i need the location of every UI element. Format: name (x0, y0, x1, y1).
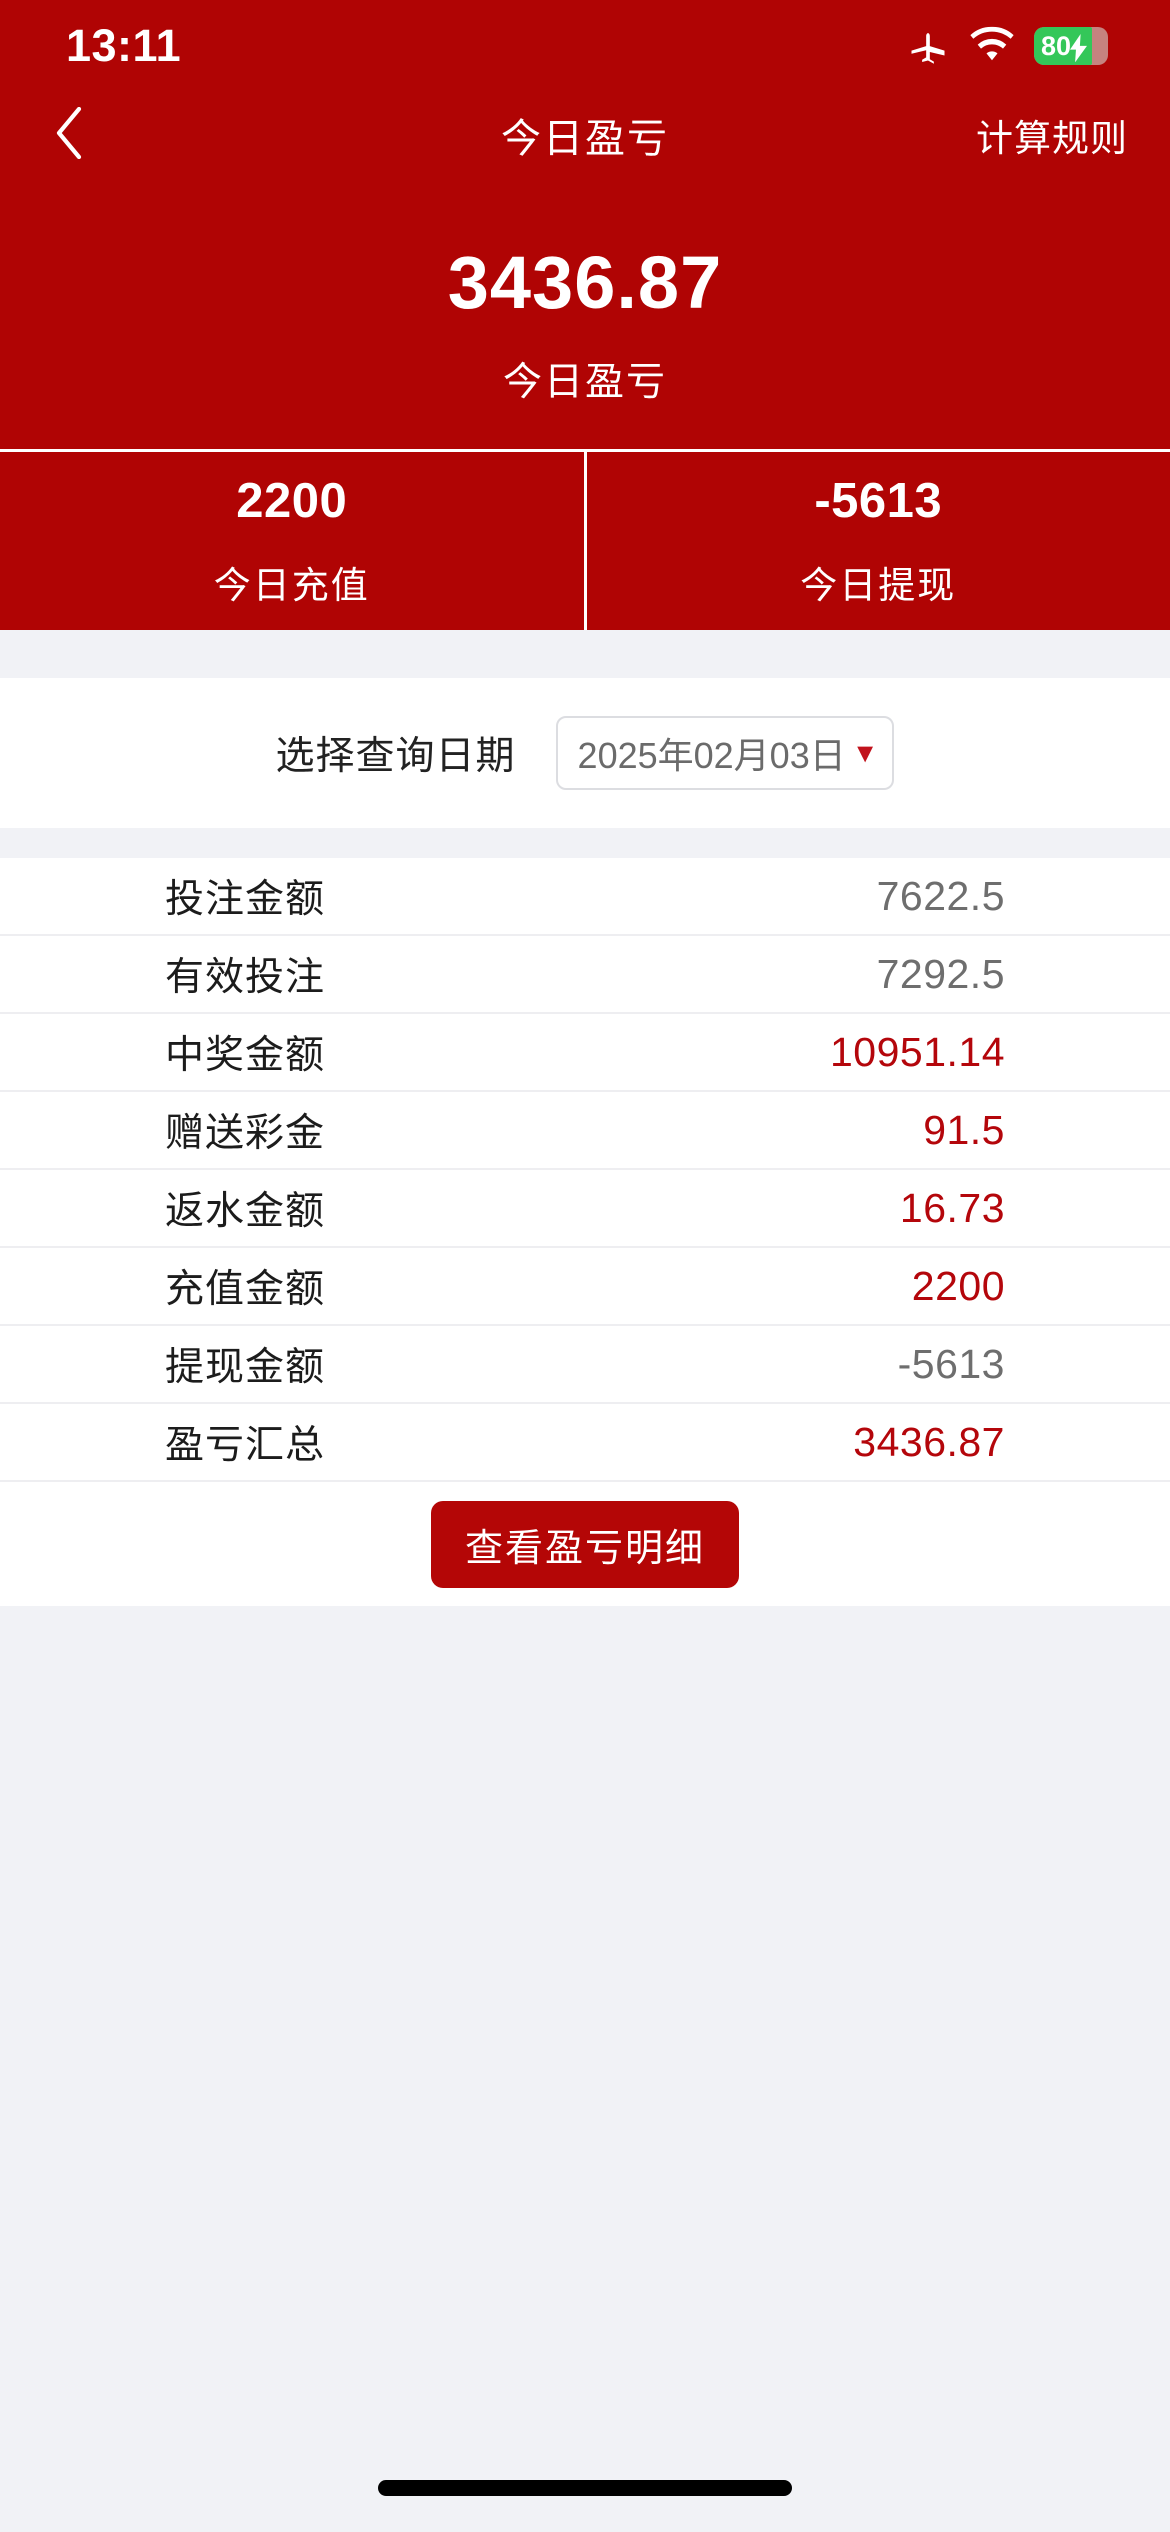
date-filter-label: 选择查询日期 (275, 735, 516, 778)
navigation-bar: 今日盈亏 计算规则 (0, 92, 1170, 178)
hero-stat-deposit: 2200 今日充值 (0, 452, 584, 630)
row-value: 91.5 (923, 1106, 1005, 1153)
status-bar-clock: 13:11 (66, 20, 182, 71)
chevron-down-icon: ▼ (851, 737, 879, 768)
row-value: 3436.87 (853, 1418, 1005, 1465)
view-profit-detail-button[interactable]: 查看盈亏明细 (430, 1500, 739, 1588)
table-row: 有效投注 7292.5 (0, 936, 1170, 1014)
battery-charging-icon: 80 (1034, 27, 1108, 65)
date-select-dropdown[interactable]: 2025年02月03日 ▼ (555, 716, 895, 790)
row-value: 10951.14 (829, 1028, 1005, 1075)
section-gap (0, 630, 1170, 678)
table-row: 投注金额 7622.5 (0, 858, 1170, 936)
page-background-filler (0, 1606, 1170, 2532)
hero-stat-label: 今日提现 (800, 565, 957, 606)
table-row: 中奖金额 10951.14 (0, 1014, 1170, 1092)
table-row: 提现金额 -5613 (0, 1326, 1170, 1404)
calculation-rules-button[interactable]: 计算规则 (976, 118, 1128, 159)
status-bar: 13:11 80 (0, 0, 1170, 92)
hero-stat-withdraw: -5613 今日提现 (583, 452, 1170, 630)
table-row: 赠送彩金 91.5 (0, 1092, 1170, 1170)
hero-divider (0, 449, 1170, 452)
hero-stats-row: 2200 今日充值 -5613 今日提现 (0, 452, 1170, 630)
row-label: 提现金额 (165, 1346, 326, 1389)
status-bar-indicators: 80 (906, 24, 1108, 68)
row-label: 充值金额 (165, 1268, 326, 1311)
row-label: 投注金额 (165, 878, 326, 921)
section-gap (0, 828, 1170, 858)
row-value: 16.73 (899, 1184, 1005, 1231)
airplane-mode-icon (906, 24, 950, 68)
hero-amount-value: 3436.87 (447, 241, 723, 324)
table-row: 盈亏汇总 3436.87 (0, 1404, 1170, 1482)
details-list: 投注金额 7622.5 有效投注 7292.5 中奖金额 10951.14 赠送彩金 91.5… (0, 858, 1170, 1482)
row-label: 有效投注 (165, 956, 326, 999)
table-row: 充值金额 2200 (0, 1248, 1170, 1326)
back-button[interactable] (34, 100, 104, 170)
row-label: 中奖金额 (165, 1034, 326, 1077)
hero-amount-label: 今日盈亏 (502, 361, 667, 404)
row-value: 7292.5 (876, 950, 1005, 997)
hero-stat-label: 今日充值 (213, 565, 370, 606)
charging-bolt-icon (1070, 34, 1088, 63)
hero-stat-value: -5613 (814, 474, 943, 528)
table-row: 返水金额 16.73 (0, 1170, 1170, 1248)
hero-stat-value: 2200 (236, 474, 348, 528)
date-filter-bar: 选择查询日期 2025年02月03日 ▼ (0, 678, 1170, 828)
detail-button-row: 查看盈亏明细 (0, 1482, 1170, 1606)
row-value: 7622.5 (876, 872, 1005, 919)
wifi-icon (970, 25, 1014, 67)
row-label: 盈亏汇总 (165, 1424, 326, 1467)
row-value: 2200 (911, 1262, 1005, 1309)
battery-level-label: 80 (1041, 30, 1072, 61)
row-value: -5613 (897, 1340, 1005, 1387)
row-label: 返水金额 (165, 1190, 326, 1233)
hero-section: 13:11 80 (0, 0, 1170, 630)
date-select-value: 2025年02月03日 (577, 735, 846, 776)
chevron-left-icon (55, 106, 83, 164)
home-indicator[interactable] (378, 2480, 792, 2496)
row-label: 赠送彩金 (165, 1112, 326, 1155)
